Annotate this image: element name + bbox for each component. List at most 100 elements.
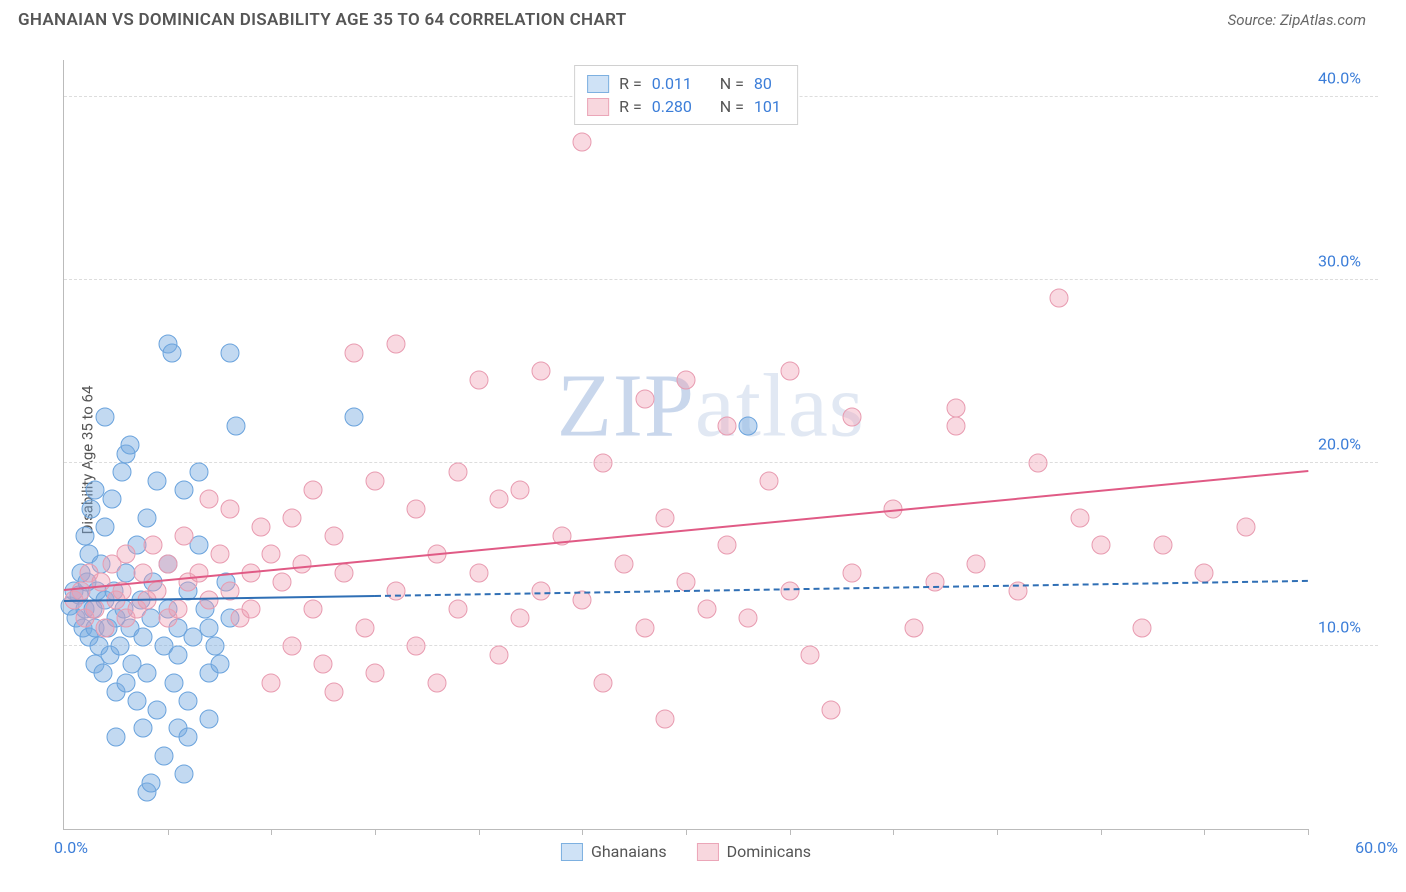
scatter-point — [677, 371, 696, 390]
legend-label: Ghanaians — [591, 842, 667, 861]
scatter-point — [133, 719, 152, 738]
trend-line — [375, 580, 1308, 597]
scatter-point — [127, 691, 146, 710]
scatter-point — [96, 517, 115, 536]
scatter-point — [469, 371, 488, 390]
scatter-point — [110, 636, 129, 655]
scatter-point — [121, 435, 140, 454]
scatter-point — [142, 774, 161, 793]
scatter-point — [113, 462, 132, 481]
scatter-point — [200, 710, 219, 729]
scatter-point — [324, 682, 343, 701]
scatter-point — [428, 673, 447, 692]
scatter-point — [283, 508, 302, 527]
scatter-point — [169, 600, 188, 619]
scatter-point — [189, 462, 208, 481]
scatter-point — [102, 490, 121, 509]
scatter-point — [133, 563, 152, 582]
x-tick — [582, 829, 583, 835]
x-tick — [893, 829, 894, 835]
scatter-point — [283, 636, 302, 655]
legend-label: Dominicans — [727, 842, 811, 861]
gridline — [64, 645, 1378, 646]
scatter-point — [1133, 618, 1152, 637]
series-legend: Ghanaians Dominicans — [561, 842, 811, 861]
scatter-point — [511, 609, 530, 628]
scatter-point — [614, 554, 633, 573]
legend-swatch — [697, 843, 719, 861]
x-tick — [479, 829, 480, 835]
scatter-point — [75, 527, 94, 546]
scatter-point — [355, 618, 374, 637]
n-label: N = — [720, 97, 744, 116]
scatter-point — [967, 554, 986, 573]
scatter-point — [154, 746, 173, 765]
scatter-point — [345, 343, 364, 362]
scatter-point — [842, 563, 861, 582]
chart-title: GHANAIAN VS DOMINICAN DISABILITY AGE 35 … — [18, 10, 627, 30]
scatter-point — [490, 490, 509, 509]
scatter-point — [86, 600, 105, 619]
scatter-point — [251, 517, 270, 536]
scatter-point — [448, 600, 467, 619]
scatter-point — [148, 472, 167, 491]
scatter-point — [71, 581, 90, 600]
x-tick — [1101, 829, 1102, 835]
scatter-point — [531, 581, 550, 600]
scatter-point — [656, 508, 675, 527]
scatter-point — [1091, 536, 1110, 555]
scatter-point — [81, 499, 100, 518]
scatter-point — [822, 701, 841, 720]
legend-swatch — [561, 843, 583, 861]
scatter-point — [469, 563, 488, 582]
scatter-point — [206, 636, 225, 655]
y-tick-label: 20.0% — [1318, 434, 1383, 453]
scatter-point — [293, 554, 312, 573]
scatter-point — [86, 481, 105, 500]
scatter-point — [345, 408, 364, 427]
scatter-point — [189, 563, 208, 582]
scatter-point — [162, 343, 181, 362]
y-tick-label: 30.0% — [1318, 251, 1383, 270]
legend-swatch — [587, 75, 609, 93]
x-max-label: 60.0% — [1355, 838, 1398, 857]
scatter-point — [179, 691, 198, 710]
gridline — [64, 462, 1378, 463]
scatter-point — [780, 581, 799, 600]
legend-row: R =0.011N =80 — [587, 72, 781, 95]
scatter-point — [407, 499, 426, 518]
gridline — [64, 279, 1378, 280]
scatter-point — [739, 417, 758, 436]
scatter-point — [1153, 536, 1172, 555]
scatter-point — [573, 133, 592, 152]
scatter-point — [179, 728, 198, 747]
x-tick — [1308, 829, 1309, 835]
r-value: 0.280 — [652, 97, 710, 116]
scatter-point — [303, 600, 322, 619]
scatter-point — [106, 728, 125, 747]
scatter-point — [366, 472, 385, 491]
x-tick — [271, 829, 272, 835]
scatter-point — [842, 408, 861, 427]
legend-row: R =0.280N =101 — [587, 95, 781, 118]
scatter-point — [448, 462, 467, 481]
scatter-point — [677, 572, 696, 591]
scatter-point — [594, 673, 613, 692]
scatter-point — [314, 655, 333, 674]
scatter-point — [697, 600, 716, 619]
scatter-point — [386, 581, 405, 600]
scatter-point — [1029, 453, 1048, 472]
scatter-point — [262, 673, 281, 692]
scatter-point — [200, 618, 219, 637]
scatter-point — [635, 389, 654, 408]
scatter-point — [718, 536, 737, 555]
legend-swatch — [587, 98, 609, 116]
scatter-point — [92, 572, 111, 591]
scatter-point — [158, 554, 177, 573]
plot-region: ZIPatlas R =0.011N =80R =0.280N =101 0.0… — [63, 60, 1308, 830]
scatter-point — [241, 600, 260, 619]
y-tick-label: 40.0% — [1318, 68, 1383, 87]
scatter-point — [1070, 508, 1089, 527]
scatter-point — [925, 572, 944, 591]
scatter-point — [386, 334, 405, 353]
